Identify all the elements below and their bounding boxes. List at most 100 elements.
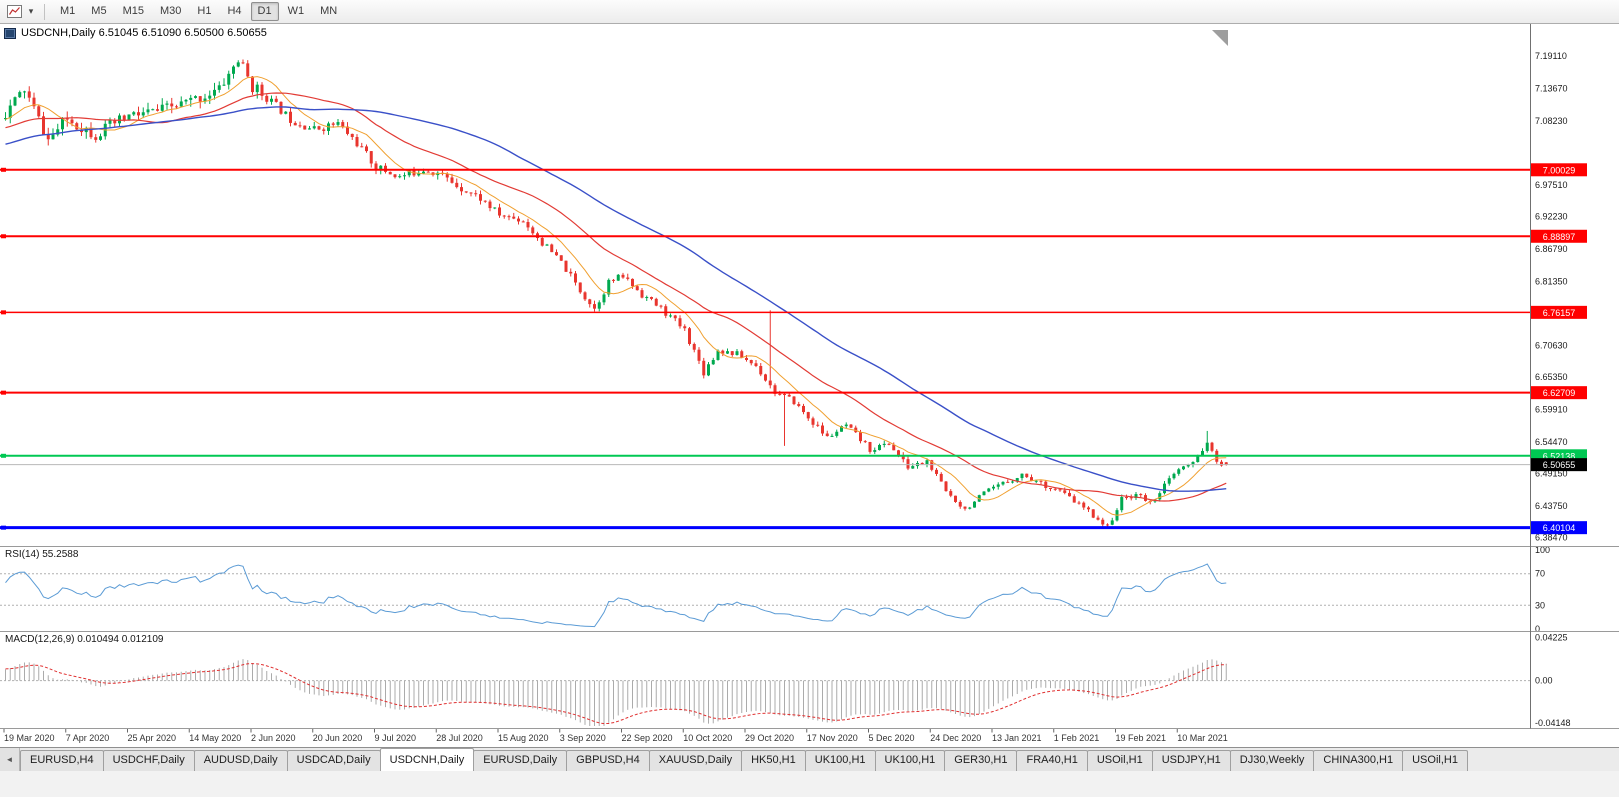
macd-signal-line — [5, 663, 1227, 725]
chart-tab-uk100-h1[interactable]: UK100,H1 — [804, 750, 876, 771]
chart-tab-eurusd-daily[interactable]: EURUSD,Daily — [473, 750, 568, 771]
svg-text:-0.04148: -0.04148 — [1535, 718, 1571, 728]
svg-text:14 May 2020: 14 May 2020 — [189, 733, 241, 743]
timeframe-button-h4[interactable]: H4 — [227, 5, 242, 18]
svg-text:6.81350: 6.81350 — [1535, 276, 1568, 286]
chart-tab-usdchf-daily[interactable]: USDCHF,Daily — [102, 750, 195, 771]
chart-tab-ger30-h1[interactable]: GER30,H1 — [944, 750, 1018, 771]
toolbar: ▾ M1 M5 M15 M30 H1 H4 D1 W1 MN — [0, 0, 1619, 24]
macd-indicator-label: MACD(12,26,9) 0.010494 0.012109 — [5, 634, 164, 645]
svg-text:29 Oct 2020: 29 Oct 2020 — [745, 733, 794, 743]
chart-tab-xauusd-daily[interactable]: XAUUSD,Daily — [648, 750, 743, 771]
hline-handle — [1, 525, 6, 530]
svg-text:15 Aug 2020: 15 Aug 2020 — [498, 733, 549, 743]
price-axis[interactable]: 7.19110 7.13670 7.08230 6.97510 6.92230 6.867… — [1531, 51, 1587, 543]
svg-text:28 Jul 2020: 28 Jul 2020 — [436, 733, 483, 743]
svg-text:10 Oct 2020: 10 Oct 2020 — [683, 733, 732, 743]
chart-tab-usoil-h1[interactable]: USOil,H1 — [1402, 750, 1468, 771]
timeframe-button-m15[interactable]: M15 — [122, 5, 144, 18]
chart-tab-hk50-h1[interactable]: HK50,H1 — [741, 750, 806, 771]
svg-text:6.86790: 6.86790 — [1535, 244, 1568, 254]
svg-text:6.65350: 6.65350 — [1535, 372, 1568, 382]
date-axis[interactable]: 19 Mar 2020 7 Apr 2020 25 Apr 2020 14 May 2… — [3, 728, 1228, 744]
chart-tab-eurusd-h4[interactable]: EURUSD,H4 — [20, 750, 104, 771]
svg-text:19 Mar 2020: 19 Mar 2020 — [4, 733, 55, 743]
chart-tab-usdcnh-daily[interactable]: USDCNH,Daily — [379, 748, 475, 771]
timeframe-button-d1[interactable]: D1 — [250, 2, 279, 21]
chart-tab-china300-h1[interactable]: CHINA300,H1 — [1313, 750, 1404, 771]
svg-text:6.92230: 6.92230 — [1535, 211, 1568, 221]
svg-text:1 Feb 2021: 1 Feb 2021 — [1054, 733, 1100, 743]
svg-text:7.19110: 7.19110 — [1535, 51, 1567, 61]
svg-text:10 Mar 2021: 10 Mar 2021 — [1177, 733, 1228, 743]
chart-canvas[interactable]: 7.19110 7.13670 7.08230 6.97510 6.92230 6.867… — [0, 24, 1619, 747]
svg-text:0.04225: 0.04225 — [1535, 633, 1568, 643]
svg-text:2 Jun 2020: 2 Jun 2020 — [251, 733, 296, 743]
svg-text:70: 70 — [1535, 569, 1545, 579]
rsi-line — [5, 563, 1227, 628]
svg-text:6.70630: 6.70630 — [1535, 340, 1568, 350]
svg-text:3 Sep 2020: 3 Sep 2020 — [560, 733, 606, 743]
hline-handle — [1, 234, 6, 239]
svg-text:6.52138: 6.52138 — [1543, 451, 1576, 461]
svg-text:6.49150: 6.49150 — [1535, 469, 1568, 479]
macd-pane: 0.04225 0.00 -0.04148 — [0, 633, 1571, 728]
svg-text:6.97510: 6.97510 — [1535, 180, 1568, 190]
timeframe-button-m5[interactable]: M5 — [91, 5, 107, 18]
svg-text:22 Sep 2020: 22 Sep 2020 — [622, 733, 673, 743]
svg-text:13 Jan 2021: 13 Jan 2021 — [992, 733, 1042, 743]
svg-text:7.13670: 7.13670 — [1535, 83, 1568, 93]
chart-tab-gbpusd-h4[interactable]: GBPUSD,H4 — [566, 750, 650, 771]
hline-handle — [1, 390, 6, 395]
horizontal-lines[interactable] — [0, 167, 1530, 530]
chart-tab-bar: ◄ EURUSD,H4 USDCHF,Daily AUDUSD,Daily USDCA… — [0, 747, 1619, 771]
svg-text:0: 0 — [1535, 624, 1540, 634]
svg-text:25 Apr 2020: 25 Apr 2020 — [128, 733, 177, 743]
svg-text:9 Jul 2020: 9 Jul 2020 — [375, 733, 417, 743]
chart-tab-usdjpy-h1[interactable]: USDJPY,H1 — [1151, 750, 1231, 771]
ma-lines — [5, 76, 1227, 516]
svg-text:7.08230: 7.08230 — [1535, 116, 1568, 126]
chart-title-strip: USDCNH,Daily 6.51045 6.51090 6.50500 6.5… — [4, 27, 267, 39]
svg-text:24 Dec 2020: 24 Dec 2020 — [930, 733, 981, 743]
chart-tab-usoil-h1[interactable]: USOil,H1 — [1086, 750, 1153, 771]
chart-type-icon[interactable] — [5, 3, 23, 21]
current-price-tag — [1531, 458, 1587, 472]
rsi-pane: 100 70 30 0 — [0, 545, 1550, 634]
chart-tabs: EURUSD,H4 USDCHF,Daily AUDUSD,Daily USDCAD,… — [20, 747, 1619, 771]
svg-text:19 Feb 2021: 19 Feb 2021 — [1116, 733, 1167, 743]
svg-text:6.40104: 6.40104 — [1543, 523, 1576, 533]
shift-marker-icon — [1212, 30, 1228, 46]
tab-scroll-left-button[interactable]: ◄ — [0, 748, 20, 771]
svg-text:30: 30 — [1535, 600, 1545, 610]
chart-title: USDCNH,Daily 6.51045 6.51090 6.50500 6.5… — [21, 27, 267, 39]
chart-tab-dj30-weekly[interactable]: DJ30,Weekly — [1229, 750, 1315, 771]
chart-dropdown-caret-icon[interactable]: ▾ — [28, 6, 34, 16]
svg-text:6.50655: 6.50655 — [1543, 460, 1576, 470]
svg-text:0.00: 0.00 — [1535, 676, 1553, 686]
hline-handle — [1, 167, 6, 172]
chart-tab-fra40-h1[interactable]: FRA40,H1 — [1016, 750, 1088, 771]
timeframe-button-m1[interactable]: M1 — [60, 5, 76, 18]
svg-text:7.00029: 7.00029 — [1543, 165, 1576, 175]
chart-tab-uk100-h1[interactable]: UK100,H1 — [874, 750, 946, 771]
timeframe-button-m30[interactable]: M30 — [159, 5, 182, 18]
svg-text:6.54470: 6.54470 — [1535, 437, 1568, 447]
status-strip — [0, 771, 1619, 797]
chart-tab-usdcad-daily[interactable]: USDCAD,Daily — [286, 750, 381, 771]
hline-handle — [1, 453, 6, 458]
svg-text:20 Jun 2020: 20 Jun 2020 — [313, 733, 363, 743]
chart-tab-audusd-daily[interactable]: AUDUSD,Daily — [193, 750, 288, 771]
svg-text:17 Nov 2020: 17 Nov 2020 — [807, 733, 858, 743]
svg-text:6.76157: 6.76157 — [1543, 308, 1576, 318]
svg-text:5 Dec 2020: 5 Dec 2020 — [869, 733, 915, 743]
timeframe-button-w1[interactable]: W1 — [287, 5, 305, 18]
timeframe-button-h1[interactable]: H1 — [197, 5, 212, 18]
hline-handle — [1, 310, 6, 315]
svg-text:7 Apr 2020: 7 Apr 2020 — [66, 733, 110, 743]
svg-text:6.88897: 6.88897 — [1543, 232, 1576, 242]
timeframe-button-mn[interactable]: MN — [320, 5, 338, 18]
chart-window-icon — [4, 27, 16, 39]
svg-text:100: 100 — [1535, 545, 1550, 555]
